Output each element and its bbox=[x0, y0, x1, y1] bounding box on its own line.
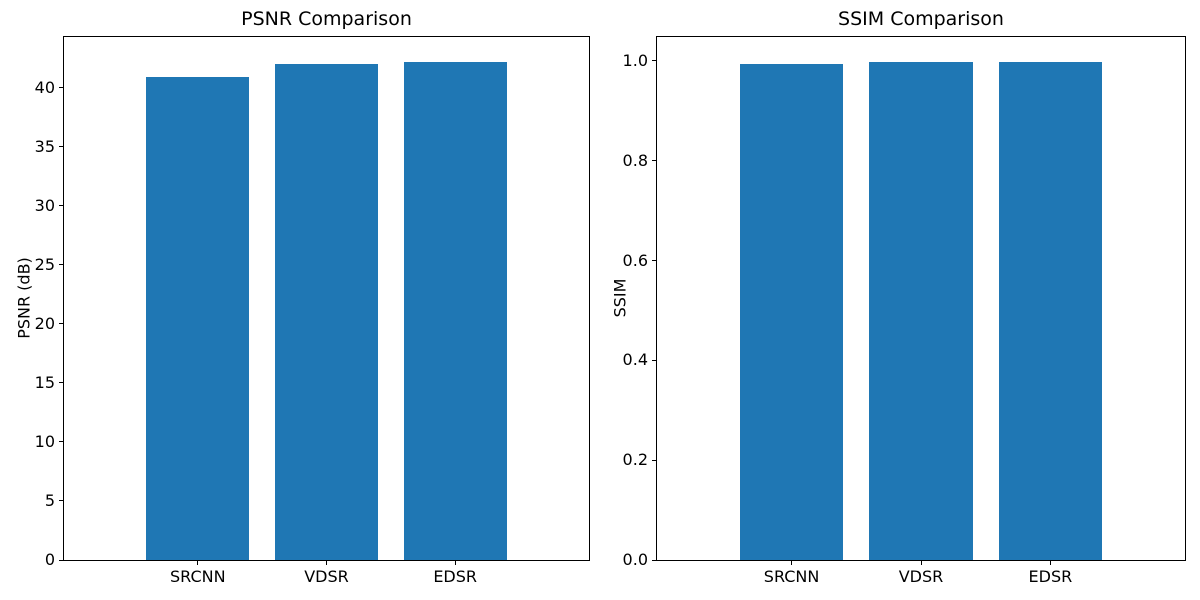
y-axis-label: PSNR (dB) bbox=[14, 257, 34, 339]
y-tick-mark bbox=[652, 559, 657, 561]
bar-vdsr bbox=[275, 64, 378, 560]
bar-vdsr bbox=[869, 62, 973, 560]
bar-srcnn bbox=[739, 63, 844, 560]
x-tick-label: EDSR bbox=[1028, 567, 1073, 586]
y-tick-label: 20 bbox=[34, 313, 55, 333]
y-tick-label: 0.8 bbox=[622, 150, 648, 170]
y-tick-mark bbox=[59, 146, 64, 148]
bar-srcnn bbox=[146, 77, 250, 560]
y-tick-mark bbox=[59, 264, 64, 266]
y-tick-label: 0 bbox=[44, 550, 55, 569]
bar-edsr bbox=[403, 61, 507, 560]
y-tick-label: 30 bbox=[34, 195, 55, 215]
y-tick-label: 35 bbox=[34, 136, 55, 156]
y-tick-mark bbox=[59, 382, 64, 384]
x-tick-label: VDSR bbox=[304, 567, 349, 586]
y-tick-mark bbox=[652, 260, 657, 262]
x-tick-mark bbox=[326, 560, 327, 565]
y-tick-mark bbox=[652, 359, 657, 361]
y-tick-mark bbox=[59, 559, 64, 561]
y-tick-mark bbox=[59, 87, 64, 89]
y-tick-mark bbox=[652, 60, 657, 62]
y-tick-label: 25 bbox=[34, 254, 55, 274]
x-tick-label: VDSR bbox=[898, 567, 944, 586]
y-tick-label: 1.0 bbox=[622, 50, 648, 70]
y-tick-label: 10 bbox=[34, 431, 55, 451]
y-tick-mark bbox=[652, 160, 657, 162]
chart-title: PSNR Comparison bbox=[241, 8, 412, 30]
chart-title: SSIM Comparison bbox=[838, 8, 1004, 30]
y-axis-label: SSIM bbox=[610, 278, 630, 318]
y-tick-mark bbox=[59, 441, 64, 443]
y-tick-mark bbox=[59, 323, 64, 325]
y-tick-mark bbox=[59, 205, 64, 207]
psnr-chart-panel: PSNR Comparison PSNR (dB) 0 5 10 15 20 25 30 35… bbox=[14, 8, 590, 586]
x-tick-label: SRCNN bbox=[763, 567, 820, 586]
plot-area: 0.0 0.2 0.4 0.6 0.8 1.0 SRCNN VDSR EDSR bbox=[623, 36, 1186, 586]
y-tick-label: 0.6 bbox=[622, 250, 648, 270]
y-tick-label: 0.4 bbox=[622, 350, 648, 370]
x-tick-mark bbox=[920, 560, 922, 565]
x-tick-label: SRCNN bbox=[170, 567, 226, 586]
x-tick-mark bbox=[197, 560, 199, 565]
x-tick-mark bbox=[454, 560, 456, 565]
ssim-chart-panel: SSIM Comparison SSIM 0.0 0.2 0.4 0.6 0.8 1.0 S… bbox=[600, 0, 1200, 600]
x-tick-mark bbox=[791, 560, 793, 565]
x-tick-mark bbox=[1049, 560, 1051, 565]
y-tick-label: 5 bbox=[44, 490, 55, 510]
y-tick-label: 40 bbox=[34, 77, 55, 97]
y-tick-mark bbox=[59, 500, 64, 502]
plot-area: 0 5 10 15 20 25 30 35 40 SRCNN VDSR EDSR bbox=[35, 36, 590, 586]
y-tick-mark bbox=[652, 459, 657, 461]
y-tick-label: 15 bbox=[34, 372, 55, 392]
bar-edsr bbox=[998, 61, 1103, 560]
y-tick-label: 0.2 bbox=[622, 450, 648, 470]
x-tick-label: EDSR bbox=[433, 567, 478, 586]
y-tick-label: 0.0 bbox=[622, 550, 648, 569]
